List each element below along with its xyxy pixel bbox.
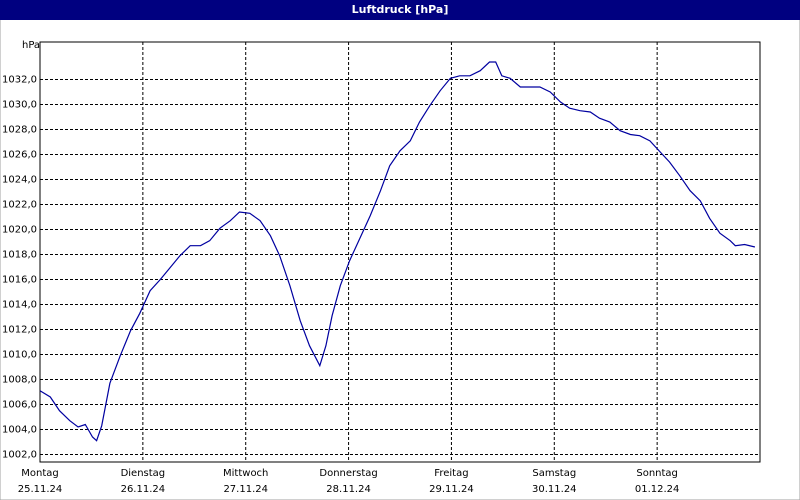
y-tick-label: 1022,0 [2,200,37,211]
x-tick-date: 28.11.24 [326,484,371,495]
chart-title: Luftdruck [hPa] [352,3,449,16]
y-tick-label: 1024,0 [2,175,37,186]
x-tick-date: 01.12.24 [635,484,680,495]
x-tick-label: Montag [21,468,58,479]
x-tick-label: Mittwoch [223,468,268,479]
x-tick-date: 30.11.24 [532,484,577,495]
y-tick-label: 1008,0 [2,375,37,386]
y-tick-label: 1028,0 [2,125,37,136]
y-tick-label: 1004,0 [2,425,37,436]
title-bar [0,0,800,20]
x-tick-label: Sonntag [636,468,678,479]
x-tick-label: Donnerstag [319,468,377,479]
x-tick-label: Dienstag [121,468,166,479]
y-tick-label: 1032,0 [2,75,37,86]
y-tick-label: 1012,0 [2,325,37,336]
x-tick-date: 29.11.24 [429,484,474,495]
y-tick-label: 1010,0 [2,350,37,361]
x-tick-date: 25.11.24 [18,484,63,495]
y-tick-label: 1002,0 [2,450,37,461]
x-tick-label: Samstag [532,468,576,479]
line-series [39,61,756,442]
x-tick-date: 27.11.24 [223,484,268,495]
y-tick-label: 1026,0 [2,150,37,161]
y-tick-label: 1014,0 [2,300,37,311]
y-tick-label: 1006,0 [2,400,37,411]
x-tick-label: Freitag [434,468,468,479]
y-tick-label: 1030,0 [2,100,37,111]
y-axis-label: hPa [22,40,40,51]
y-tick-label: 1020,0 [2,225,37,236]
x-tick-date: 26.11.24 [121,484,166,495]
y-tick-label: 1016,0 [2,275,37,286]
y-tick-label: 1018,0 [2,250,37,261]
